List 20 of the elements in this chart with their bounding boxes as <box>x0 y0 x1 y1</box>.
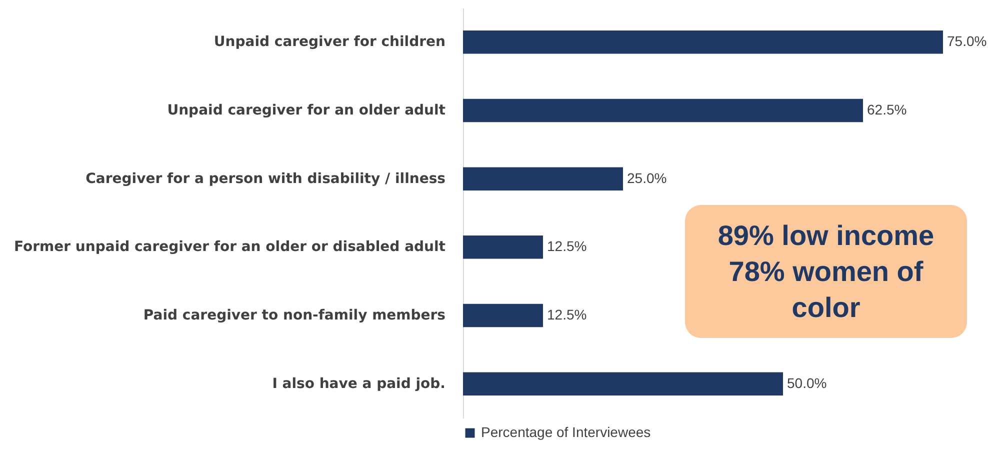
y-tick-label: Unpaid caregiver for children <box>214 34 446 50</box>
data-label: 50.0% <box>787 374 827 391</box>
bar <box>463 167 623 190</box>
y-tick-label: Former unpaid caregiver for an older or disabled adult <box>14 239 446 256</box>
bar <box>463 372 783 396</box>
y-tick-label: Paid caregiver to non-family members <box>143 308 446 324</box>
y-tick-label: Caregiver for a person with disability / illness <box>86 170 446 187</box>
data-label: 62.5% <box>867 102 907 118</box>
bar <box>463 236 543 259</box>
y-tick-label: Unpaid caregiver for an older adult <box>167 102 446 118</box>
data-label: 25.0% <box>627 170 667 186</box>
annotation: 89% low income 78% women of color <box>685 205 967 338</box>
data-label: 12.5% <box>547 306 587 322</box>
data-label: 12.5% <box>547 238 587 254</box>
data-label: 75.0% <box>947 33 987 50</box>
bar <box>463 98 863 122</box>
bar <box>463 304 543 328</box>
legend-label: Percentage of Interviewees <box>481 424 651 440</box>
y-tick-label: I also have a paid job. <box>272 376 446 392</box>
bar <box>463 30 943 54</box>
